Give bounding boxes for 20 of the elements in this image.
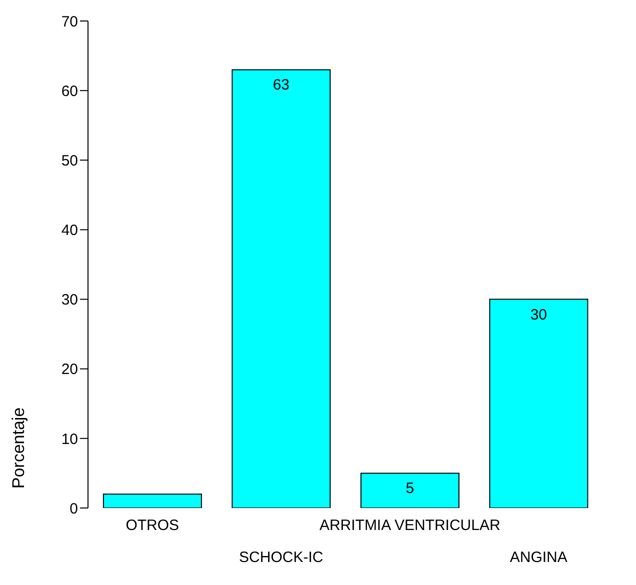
y-tick-label: 70 bbox=[61, 13, 78, 30]
x-tick-label: ARRITMIA VENTRICULAR bbox=[319, 517, 500, 534]
bar bbox=[232, 69, 331, 508]
bar bbox=[360, 472, 460, 508]
y-tick-label: 40 bbox=[61, 222, 78, 240]
y-tick-label: 60 bbox=[61, 82, 78, 100]
bar bbox=[102, 494, 202, 508]
x-tick-label: ANGINA bbox=[510, 549, 568, 566]
y-tick-label: 20 bbox=[61, 361, 78, 378]
data-label: 30 bbox=[530, 306, 548, 324]
y-tick-label: 30 bbox=[61, 292, 78, 309]
x-tick-label: SCHOCK-IC bbox=[239, 549, 324, 566]
data-label: 63 bbox=[272, 76, 290, 94]
y-axis-title: Porcentaje bbox=[9, 407, 28, 489]
y-tick-label: 10 bbox=[61, 430, 78, 448]
y-tick-label: 0 bbox=[70, 500, 78, 518]
data-label: 5 bbox=[406, 480, 414, 498]
y-tick-label: 50 bbox=[61, 152, 78, 170]
x-tick-label: OTROS bbox=[126, 517, 180, 534]
bar bbox=[489, 298, 588, 508]
